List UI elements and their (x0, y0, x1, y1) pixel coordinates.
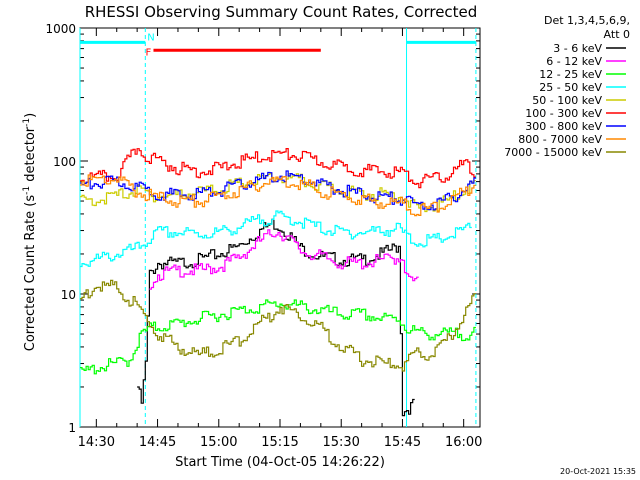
series-line (80, 174, 476, 217)
series-line (80, 148, 476, 189)
legend-label: 6 - 12 keV (546, 55, 602, 68)
y-axis-label-sup1: -1 (22, 186, 32, 195)
chart-title: RHESSI Observing Summary Count Rates, Co… (85, 3, 478, 21)
x-tick-label: 15:45 (384, 435, 421, 450)
legend-header-line1: Det 1,3,4,5,6,9, (544, 14, 630, 27)
x-tick-label: 15:15 (261, 435, 298, 450)
x-tick-label: 14:30 (78, 435, 115, 450)
x-tick-label: 15:00 (200, 435, 237, 450)
x-tick-label: 14:45 (139, 435, 176, 450)
x-tick-label: 15:30 (322, 435, 359, 450)
y-tick-label: 1000 (45, 22, 76, 36)
time-markers (79, 28, 477, 427)
series-lines (80, 148, 476, 417)
legend-label: 100 - 300 keV (525, 107, 602, 120)
x-tick-label: 16:00 (445, 435, 482, 450)
series-line (80, 299, 476, 375)
y-axis-label: Corrected Count Rate (s-1 detector-1) (22, 113, 38, 351)
legend-label: 25 - 50 keV (539, 81, 602, 94)
legend-label: 3 - 6 keV (553, 42, 602, 55)
legend-header-line2: Att 0 (604, 28, 630, 41)
y-axis-label-sup2: -1 (22, 118, 32, 127)
series-line (80, 170, 476, 211)
series-line (80, 210, 472, 268)
y-axis-label-mid: detector (23, 126, 38, 186)
attenuator-bar-label: N (147, 32, 154, 43)
footer-date: 20-Oct-2021 15:35 (560, 467, 636, 476)
y-tick-label: 1 (68, 421, 76, 435)
plot-frame (79, 27, 481, 428)
legend-label: 50 - 100 keV (532, 94, 602, 107)
y-axis-label-end: ) (23, 113, 38, 118)
series-line (149, 229, 419, 290)
series-line (80, 279, 476, 372)
attenuator-bar-label: F (145, 47, 151, 58)
attenuator-bars: FN (80, 32, 476, 58)
legend-label: 12 - 25 keV (539, 68, 602, 81)
x-axis-label: Start Time (04-Oct-05 14:26:22) (175, 455, 385, 470)
y-axis-label-start: Corrected Count Rate (s (23, 195, 38, 352)
legend-label: 7000 - 15000 keV (504, 146, 602, 159)
y-ticks: 1 10 100 1000 (45, 22, 480, 435)
plot-axes (79, 27, 481, 428)
y-tick-label: 10 (61, 288, 76, 302)
legend-label: 800 - 7000 keV (518, 133, 602, 146)
legend-label: 300 - 800 keV (525, 120, 602, 133)
x-ticks: 14:30 14:45 15:00 15:15 15:30 15:45 16:00 (78, 28, 482, 450)
y-tick-label: 100 (53, 155, 76, 169)
